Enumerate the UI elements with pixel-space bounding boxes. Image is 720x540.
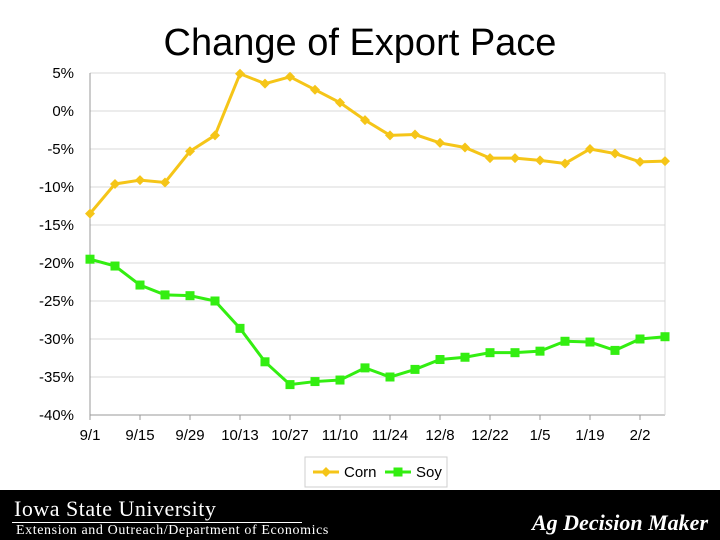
corn-point <box>235 68 245 79</box>
corn-point <box>585 144 595 154</box>
corn-point <box>160 177 170 188</box>
y-tick-label: 5% <box>52 65 74 82</box>
corn-point <box>335 97 345 108</box>
corn-point <box>535 155 545 166</box>
y-tick-label: -5% <box>47 141 74 158</box>
soy-point <box>560 336 570 346</box>
department-text: Extension and Outreach/Department of Eco… <box>16 523 329 538</box>
soy-point <box>185 291 195 301</box>
corn-point <box>110 178 120 189</box>
soy-point <box>85 254 95 264</box>
x-tick-label: 9/29 <box>175 427 204 444</box>
soy-point <box>635 334 645 344</box>
corn-point <box>385 130 395 141</box>
x-tick-label: 11/10 <box>322 427 358 444</box>
corn-point <box>285 71 295 82</box>
corn-legend-label: Corn <box>344 464 377 481</box>
corn-point <box>410 129 420 140</box>
brand-logo-text: Ag Decision Maker <box>532 510 708 535</box>
x-tick-label: 9/1 <box>80 427 101 444</box>
y-tick-label: -10% <box>39 179 74 196</box>
soy-point <box>160 290 170 300</box>
soy-point <box>510 348 520 358</box>
plot-area <box>90 73 665 415</box>
legend: Corn Soy <box>304 456 448 488</box>
soy-point <box>335 375 345 385</box>
soy-point <box>110 261 120 271</box>
corn-point <box>260 78 270 89</box>
x-tick-label: 12/8 <box>425 427 454 444</box>
soy-point <box>360 363 370 373</box>
corn-point <box>610 148 620 159</box>
footer-divider <box>12 522 302 523</box>
corn-point <box>85 208 95 219</box>
soy-point <box>610 345 620 355</box>
x-tick-label: 10/27 <box>271 427 309 444</box>
corn-legend-marker <box>321 467 331 477</box>
x-tick-label: 2/2 <box>630 427 651 444</box>
x-tick-labels: 9/1 9/15 9/29 10/13 10/27 11/10 11/24 12/8 12/22… <box>80 427 651 444</box>
soy-point <box>235 323 245 333</box>
y-tick-label: -35% <box>39 369 74 386</box>
corn-point <box>185 146 195 157</box>
corn-point <box>660 156 670 167</box>
corn-point <box>310 84 320 95</box>
y-tick-label: -20% <box>39 255 74 272</box>
corn-point <box>210 130 220 141</box>
corn-point <box>485 153 495 164</box>
soy-point <box>460 352 470 362</box>
soy-point <box>585 337 595 347</box>
soy-point <box>435 355 445 365</box>
y-tick-labels: 5% 0% -5% -10% -15% -20% -25% -30% -35% -40% <box>39 65 74 424</box>
corn-point <box>510 153 520 164</box>
x-tick-label: 1/5 <box>530 427 551 444</box>
corn-series-line <box>88 71 666 215</box>
x-tick-label: 1/19 <box>575 427 604 444</box>
x-tick-label: 9/15 <box>125 427 154 444</box>
soy-point <box>285 380 295 390</box>
corn-point <box>135 175 145 186</box>
corn-point <box>560 158 570 169</box>
soy-legend-label: Soy <box>416 464 442 481</box>
soy-point <box>135 280 145 290</box>
soy-legend-marker <box>393 467 403 477</box>
gridlines <box>89 72 666 420</box>
university-logo-text: Iowa State University <box>14 496 217 521</box>
line-chart: 5%0%-5%-10%-15%-20%-25%-30%-35%-40% 9/1 9… <box>39 65 670 488</box>
footer-bar: Iowa State University Extension and Outr… <box>0 490 720 540</box>
soy-point <box>410 364 420 374</box>
soy-point <box>310 377 320 387</box>
chart-title: Change of Export Pace <box>163 22 557 64</box>
x-tick-label: 12/22 <box>471 427 509 444</box>
y-tick-label: -40% <box>39 407 74 424</box>
soy-point <box>210 296 220 306</box>
x-tick-label: 10/13 <box>221 427 259 444</box>
soy-point <box>660 332 670 342</box>
corn-point <box>360 115 370 126</box>
corn-point <box>635 156 645 167</box>
y-tick-label: 0% <box>52 103 74 120</box>
soy-point <box>385 372 395 382</box>
series-layer <box>85 68 670 390</box>
x-tick-label: 11/24 <box>372 427 408 444</box>
y-tick-label: -25% <box>39 293 74 310</box>
corn-point <box>435 137 445 148</box>
corn-point <box>460 142 470 153</box>
soy-point <box>260 357 270 367</box>
y-tick-label: -30% <box>39 331 74 348</box>
soy-point <box>535 346 545 356</box>
y-tick-label: -15% <box>39 217 74 234</box>
soy-point <box>485 348 495 358</box>
